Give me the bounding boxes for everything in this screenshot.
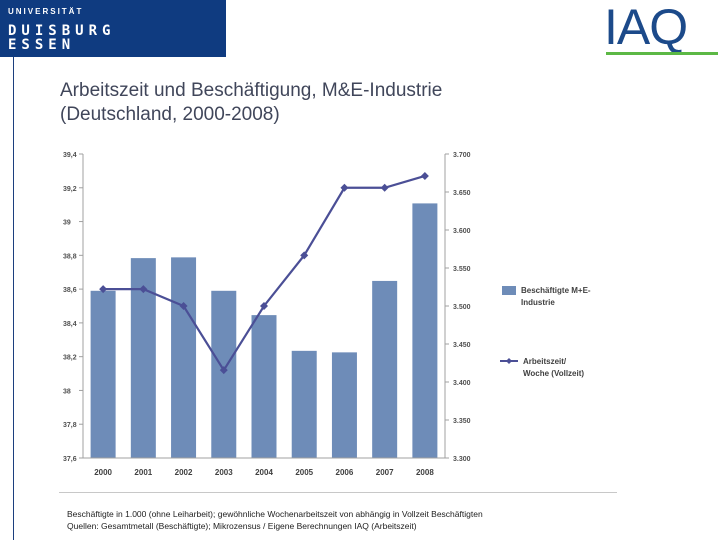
- bar-2007: [372, 280, 398, 458]
- line-point-2003: [219, 366, 228, 375]
- x-tick-label: 2006: [336, 468, 354, 477]
- slide-title-line1: Arbeitszeit und Beschäftigung, M&E-Indus…: [60, 80, 443, 101]
- footnote-line2: Quellen: Gesamtmetall (Beschäftigte); Mi…: [67, 521, 417, 531]
- bar-series: [90, 203, 438, 458]
- x-tick-label: 2003: [215, 468, 233, 477]
- slide-title-line2: (Deutschland, 2000-2008): [60, 104, 280, 125]
- right-tick-label: 3.500: [453, 304, 471, 311]
- left-tick-label: 39: [63, 220, 71, 227]
- bar-2008: [412, 203, 438, 458]
- x-tick-label: 2008: [416, 468, 434, 477]
- right-tick-label: 3.600: [453, 228, 471, 235]
- footnote: Beschäftigte in 1.000 (ohne Leiharbeit);…: [67, 508, 483, 532]
- bar-2000: [90, 290, 116, 458]
- legend-label-bars: Beschäftigte M+E-: [521, 286, 591, 295]
- line-series: [99, 171, 429, 375]
- university-logo: UNIVERSITÄT DUISBURG ESSEN: [0, 0, 226, 57]
- slide-title: Arbeitszeit und Beschäftigung, M&E-Indus…: [60, 79, 660, 127]
- x-tick-label: 2000: [94, 468, 112, 477]
- footnote-line1: Beschäftigte in 1.000 (ohne Leiharbeit);…: [67, 509, 483, 519]
- line-point-2001: [139, 285, 148, 294]
- x-tick-label: 2002: [175, 468, 193, 477]
- x-tick-label: 2001: [134, 468, 152, 477]
- bar-2002: [171, 257, 197, 458]
- university-logo-line3: ESSEN: [8, 37, 76, 53]
- bar-2004: [251, 315, 277, 458]
- left-tick-label: 39,2: [63, 186, 77, 193]
- left-tick-label: 38,2: [63, 355, 77, 362]
- left-tick-label: 38,6: [63, 287, 77, 294]
- iaq-logo: IAQ: [604, 0, 688, 55]
- left-tick-label: 37,8: [63, 422, 77, 429]
- right-tick-label: 3.400: [453, 380, 471, 387]
- x-tick-label: 2004: [255, 468, 273, 477]
- bar-2005: [291, 350, 317, 458]
- line-point-2007: [380, 183, 389, 192]
- left-tick-label: 39,4: [63, 152, 77, 159]
- university-logo-line2: DUISBURG: [8, 23, 116, 39]
- legend-label-line: Arbeitszeit/: [523, 357, 567, 366]
- line-point-2004: [260, 302, 268, 310]
- chart-axes: 37,6 37,8 38 38,2 38,4 38,6 38,8 39 39,2 39,4 3.30…: [63, 152, 471, 477]
- right-tick-label: 3.700: [453, 152, 471, 159]
- line-point-2002: [179, 302, 188, 310]
- chart-legend: Beschäftigte M+E- Industrie Arbeitszeit/Wo…: [500, 286, 591, 378]
- x-tick-label: 2005: [295, 468, 313, 477]
- left-tick-label: 37,6: [63, 456, 77, 463]
- line-point-2008: [420, 171, 429, 180]
- legend-swatch-marker: [506, 358, 512, 364]
- line-point-2000: [99, 285, 108, 294]
- bar-2003: [211, 290, 237, 458]
- left-tick-label: 38: [63, 388, 71, 395]
- left-tick-label: 38,8: [63, 253, 77, 260]
- bar-2006: [331, 352, 357, 458]
- line-point-2006: [340, 183, 349, 192]
- bottom-divider: [59, 492, 617, 493]
- line-point-2005: [300, 251, 309, 260]
- x-tick-label: 2007: [376, 468, 394, 477]
- right-tick-label: 3.550: [453, 266, 471, 273]
- legend-swatch-bars: [502, 286, 516, 295]
- iaq-logo-underline: [606, 52, 718, 55]
- right-tick-label: 3.350: [453, 418, 471, 425]
- left-divider: [13, 57, 14, 540]
- legend-label-line: Woche (Vollzeit): [523, 369, 584, 378]
- legend-label-bars: Industrie: [521, 298, 555, 307]
- right-tick-label: 3.450: [453, 342, 471, 349]
- university-logo-line1: UNIVERSITÄT: [8, 7, 84, 16]
- left-tick-label: 38,4: [63, 321, 77, 328]
- right-tick-label: 3.300: [453, 456, 471, 463]
- right-tick-label: 3.650: [453, 190, 471, 197]
